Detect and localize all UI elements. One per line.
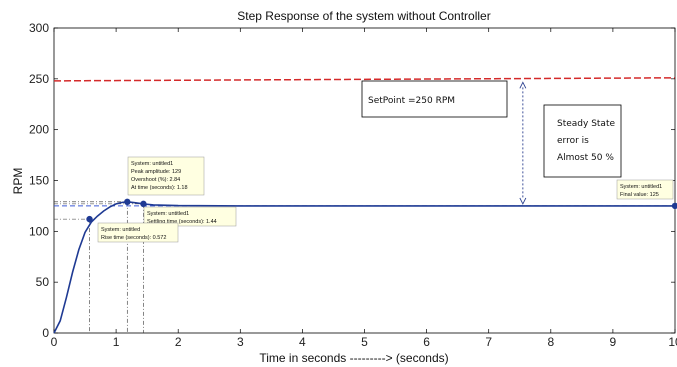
datatip-peak-line: At time (seconds): 1.18	[131, 185, 188, 191]
y-axis: 0 50 100 150 200 250 300	[29, 21, 675, 340]
error-annotation-line: error is	[557, 136, 589, 146]
datatip-settling: System: untitled1 Settling time (seconds…	[143, 206, 237, 227]
y-tick-label: 100	[29, 224, 49, 238]
datatip-final-line: System: untitled1	[620, 184, 662, 190]
setpoint-line	[53, 77, 676, 82]
y-tick-label: 0	[42, 326, 49, 340]
x-tick-label: 9	[610, 335, 617, 349]
y-tick-label: 150	[29, 174, 49, 188]
step-response-line	[53, 201, 675, 334]
datatip-rise: System: untitled Rise time (seconds): 0.…	[97, 222, 179, 243]
datatip-settling-line: System: untitled1	[147, 211, 189, 217]
x-tick-label: 3	[237, 335, 244, 349]
steady-state-error-arrow	[519, 81, 527, 205]
x-tick-label: 8	[547, 335, 554, 349]
datatip-peak: System: untitled1 Peak amplitude: 129 Ov…	[127, 156, 205, 196]
setpoint-annotation-text: SetPoint =250 RPM	[368, 96, 455, 106]
datatip-peak-line: System: untitled1	[131, 161, 173, 167]
x-tick-label: 1	[113, 335, 120, 349]
datatip-settling-line: Settling time (seconds): 1.44	[147, 219, 217, 225]
x-tick-label: 2	[175, 335, 182, 349]
x-axis-label: Time in seconds ---------> (seconds)	[259, 351, 448, 365]
x-axis: 0 1 2 3 4 5 6 7 8 9 10	[51, 28, 677, 349]
datatip-marker-settle	[140, 200, 147, 208]
x-tick-label: 5	[361, 335, 368, 349]
error-annotation-line: Steady State	[557, 119, 615, 129]
y-tick-label: 200	[29, 123, 49, 137]
y-axis-label: RPM	[11, 168, 25, 195]
x-tick-label: 10	[668, 335, 677, 349]
y-tick-label: 250	[29, 72, 49, 86]
x-tick-label: 0	[51, 335, 58, 349]
datatip-peak-line: Peak amplitude: 129	[131, 169, 181, 175]
setpoint-annotation: SetPoint =250 RPM	[361, 80, 508, 118]
error-arrow-head-bottom	[519, 197, 527, 205]
datatip-markers	[86, 198, 677, 223]
error-annotation-line: Almost 50 %	[557, 153, 614, 163]
y-tick-label: 50	[36, 275, 50, 289]
x-tick-label: 4	[299, 335, 306, 349]
x-tick-label: 7	[485, 335, 492, 349]
y-tick-label: 300	[29, 21, 49, 35]
datatip-final: System: untitled1 Final value: 125	[616, 179, 674, 200]
x-tick-label: 6	[423, 335, 430, 349]
datatip-peak-line: Overshoot (%): 2.84	[131, 177, 180, 183]
chart-title: Step Response of the system without Cont…	[237, 9, 490, 23]
datatip-rise-line: System: untitled	[101, 227, 140, 233]
datatip-marker-peak	[124, 198, 131, 206]
datatip-marker-rise	[86, 215, 93, 223]
error-annotation: Steady State error is Almost 50 %	[543, 104, 622, 178]
datatip-final-line: Final value: 125	[620, 192, 659, 198]
datatip-rise-line: Rise time (seconds): 0.572	[101, 235, 166, 241]
datatip-marker-final	[671, 202, 677, 210]
error-arrow-head-top	[519, 81, 527, 89]
